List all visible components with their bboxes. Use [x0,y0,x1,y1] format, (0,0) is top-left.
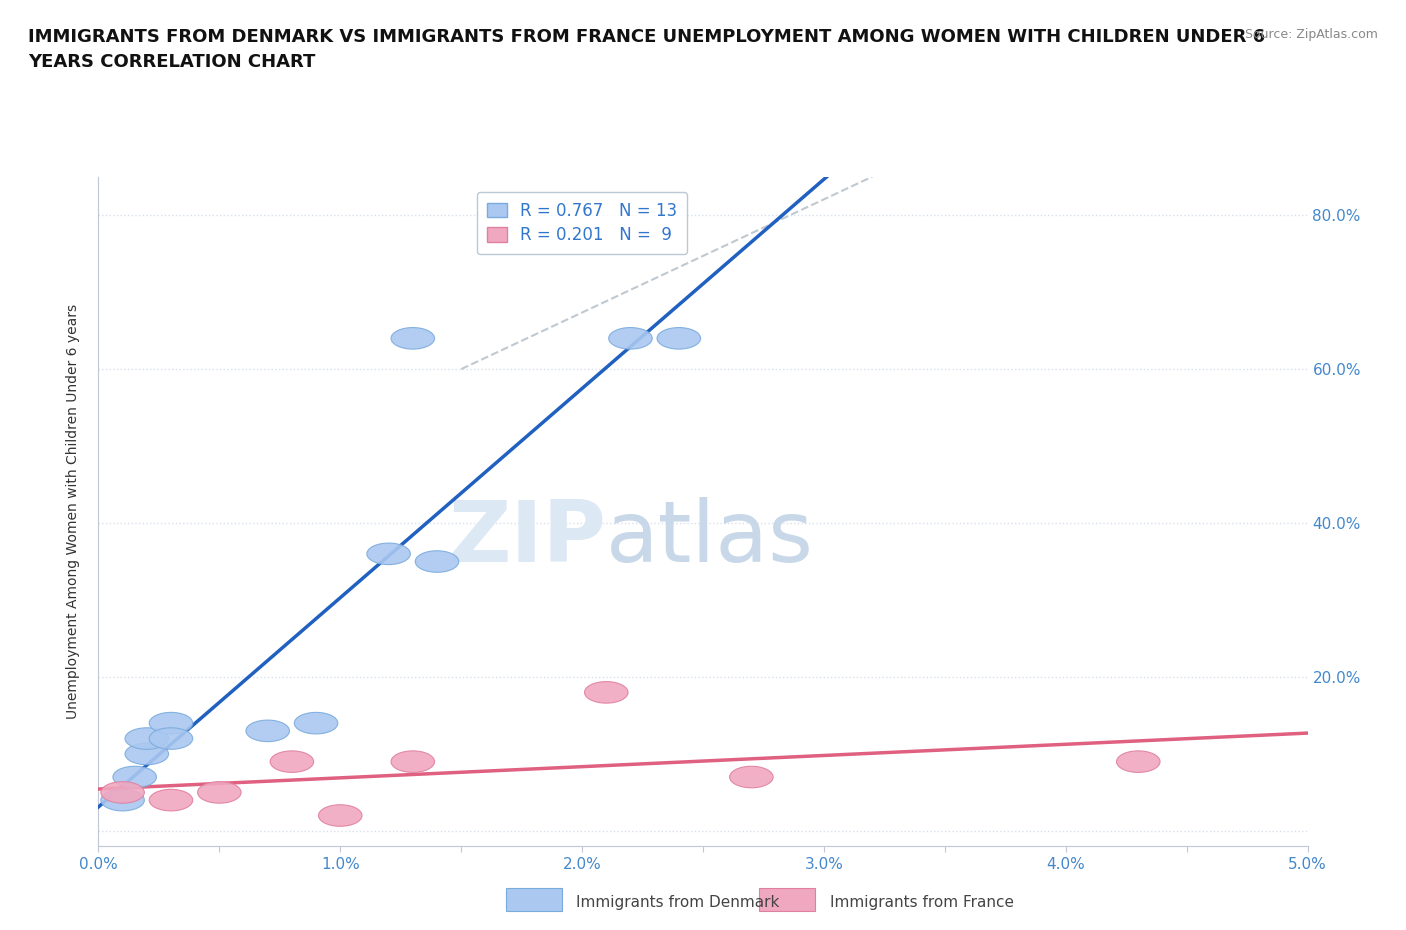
Ellipse shape [101,781,145,804]
Ellipse shape [391,327,434,349]
Text: atlas: atlas [606,497,814,579]
Ellipse shape [149,712,193,734]
Ellipse shape [609,327,652,349]
Ellipse shape [585,682,628,703]
Ellipse shape [415,551,458,572]
Ellipse shape [149,790,193,811]
Text: IMMIGRANTS FROM DENMARK VS IMMIGRANTS FROM FRANCE UNEMPLOYMENT AMONG WOMEN WITH : IMMIGRANTS FROM DENMARK VS IMMIGRANTS FR… [28,28,1265,71]
Text: Immigrants from France: Immigrants from France [830,895,1014,910]
Ellipse shape [246,720,290,741]
Ellipse shape [125,728,169,750]
Ellipse shape [294,712,337,734]
Text: Source: ZipAtlas.com: Source: ZipAtlas.com [1244,28,1378,41]
Ellipse shape [198,781,240,804]
Ellipse shape [101,790,145,811]
Ellipse shape [391,751,434,773]
Ellipse shape [149,728,193,750]
Ellipse shape [1116,751,1160,773]
Ellipse shape [125,743,169,764]
Ellipse shape [112,766,156,788]
Ellipse shape [270,751,314,773]
Legend: R = 0.767   N = 13, R = 0.201   N =  9: R = 0.767 N = 13, R = 0.201 N = 9 [477,192,688,255]
Text: ZIP: ZIP [449,497,606,579]
Ellipse shape [657,327,700,349]
Y-axis label: Unemployment Among Women with Children Under 6 years: Unemployment Among Women with Children U… [66,304,80,719]
Ellipse shape [319,804,361,826]
Text: Immigrants from Denmark: Immigrants from Denmark [576,895,780,910]
Ellipse shape [367,543,411,565]
Ellipse shape [730,766,773,788]
